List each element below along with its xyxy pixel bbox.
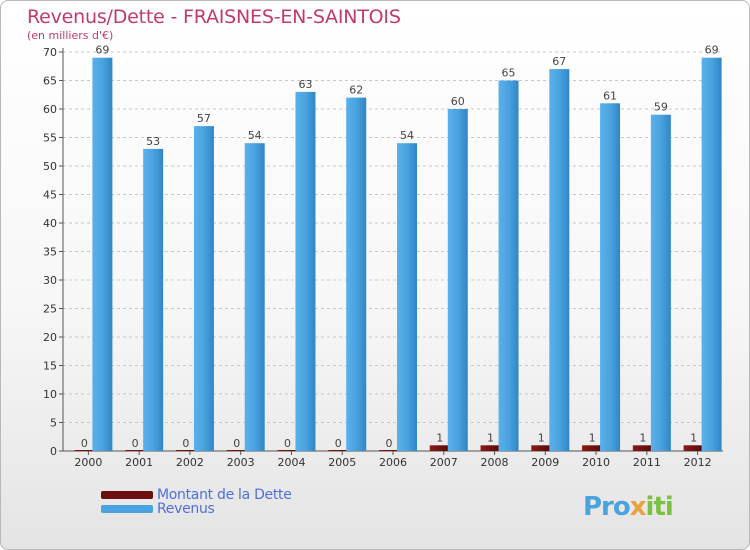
x-tick-label-2007: 2007 (430, 456, 458, 469)
data-label-dette-2003: 0 (233, 437, 240, 450)
data-label-dette-2006: 0 (386, 437, 393, 450)
data-label-revenus-2000: 69 (95, 44, 109, 57)
bar-dette-2006 (379, 450, 399, 451)
proxiti-logo: Proxiti (583, 492, 674, 522)
bar-dette-2004 (277, 450, 298, 451)
bar-dette-2012 (683, 445, 704, 451)
data-label-revenus-2012: 69 (705, 44, 719, 57)
data-label-dette-2008: 1 (487, 431, 494, 444)
bar-revenus-2000 (92, 57, 113, 451)
x-tick-label-2000: 2000 (74, 456, 102, 469)
chart-subtitle: (en milliers d'€) (27, 29, 114, 42)
y-tick-label: 60 (43, 103, 57, 116)
bar-revenus-2008 (498, 80, 519, 451)
data-label-dette-2011: 1 (639, 431, 646, 444)
x-tick-label-2004: 2004 (277, 456, 305, 469)
y-tick-label: 65 (43, 75, 57, 88)
bar-dette-2007 (429, 445, 450, 451)
bar-dette-2008 (480, 445, 501, 451)
data-label-revenus-2010: 61 (603, 89, 617, 102)
x-tick-label-2012: 2012 (684, 456, 712, 469)
bar-revenus-2004 (295, 91, 316, 452)
x-tick-label-2005: 2005 (328, 456, 356, 469)
data-label-dette-2007: 1 (436, 431, 443, 444)
x-tick-label-2008: 2008 (481, 456, 509, 469)
x-tick-label-2009: 2009 (531, 456, 559, 469)
x-tick-label-2002: 2002 (176, 456, 204, 469)
bar-dette-2003 (226, 450, 247, 451)
y-tick-label: 25 (43, 303, 57, 316)
bar-revenus-2010 (600, 103, 621, 452)
data-label-dette-2000: 0 (81, 437, 88, 450)
data-label-revenus-2005: 62 (349, 84, 363, 97)
legend-swatch-revenus (101, 505, 153, 513)
data-label-dette-2009: 1 (538, 431, 545, 444)
bar-dette-2002 (175, 450, 196, 451)
data-label-dette-2012: 1 (690, 431, 697, 444)
data-label-revenus-2008: 65 (502, 67, 516, 80)
bar-revenus-2009 (549, 69, 570, 451)
bar-revenus-2001 (143, 148, 164, 451)
bar-revenus-2011 (650, 114, 671, 451)
data-label-revenus-2003: 54 (248, 129, 262, 142)
y-tick-label: 0 (50, 445, 57, 458)
bar-dette-2009 (531, 445, 552, 451)
data-label-dette-2005: 0 (335, 437, 342, 450)
bar-revenus-2006 (397, 143, 417, 451)
bar-revenus-2003 (244, 143, 265, 451)
bar-revenus-2012 (701, 57, 722, 451)
data-label-revenus-2004: 63 (298, 78, 312, 91)
y-tick-label: 55 (43, 132, 57, 145)
y-tick-label: 15 (43, 360, 57, 373)
legend-label-dette: Montant de la Dette (157, 487, 292, 503)
bar-dette-2000 (74, 450, 95, 451)
y-tick-label: 50 (43, 160, 57, 173)
x-tick-label-2006: 2006 (379, 456, 407, 469)
y-tick-label: 40 (43, 217, 57, 230)
bar-revenus-2005 (346, 97, 367, 451)
x-tick-label-2011: 2011 (633, 456, 661, 469)
bar-revenus-2007 (447, 109, 468, 451)
data-label-revenus-2002: 57 (197, 112, 211, 125)
bar-dette-2005 (328, 450, 349, 451)
y-tick-label: 35 (43, 246, 57, 259)
chart-title: Revenus/Dette - FRAISNES-EN-SAINTOIS (27, 6, 401, 28)
y-tick-label: 10 (43, 388, 57, 401)
bar-dette-2001 (125, 450, 146, 451)
data-label-dette-2010: 1 (589, 431, 596, 444)
x-tick-label-2003: 2003 (227, 456, 255, 469)
data-label-dette-2002: 0 (182, 437, 189, 450)
y-tick-label: 45 (43, 189, 57, 202)
data-label-revenus-2007: 60 (451, 95, 465, 108)
legend-swatch-dette (101, 491, 153, 499)
data-label-revenus-2009: 67 (552, 55, 566, 68)
x-tick-label-2010: 2010 (582, 456, 610, 469)
y-tick-label: 20 (43, 331, 57, 344)
y-tick-label: 70 (43, 46, 57, 59)
x-tick-label-2001: 2001 (125, 456, 153, 469)
legend-label-revenus: Revenus (157, 501, 215, 517)
bar-dette-2010 (582, 445, 603, 451)
data-label-revenus-2006: 54 (400, 129, 414, 142)
bar-revenus-2002 (193, 126, 214, 451)
y-tick-label: 5 (50, 417, 57, 430)
data-label-dette-2004: 0 (284, 437, 291, 450)
y-tick-label: 30 (43, 274, 57, 287)
data-label-revenus-2001: 53 (146, 135, 160, 148)
data-label-revenus-2011: 59 (654, 101, 668, 114)
bar-dette-2011 (632, 445, 653, 451)
data-label-dette-2001: 0 (132, 437, 139, 450)
